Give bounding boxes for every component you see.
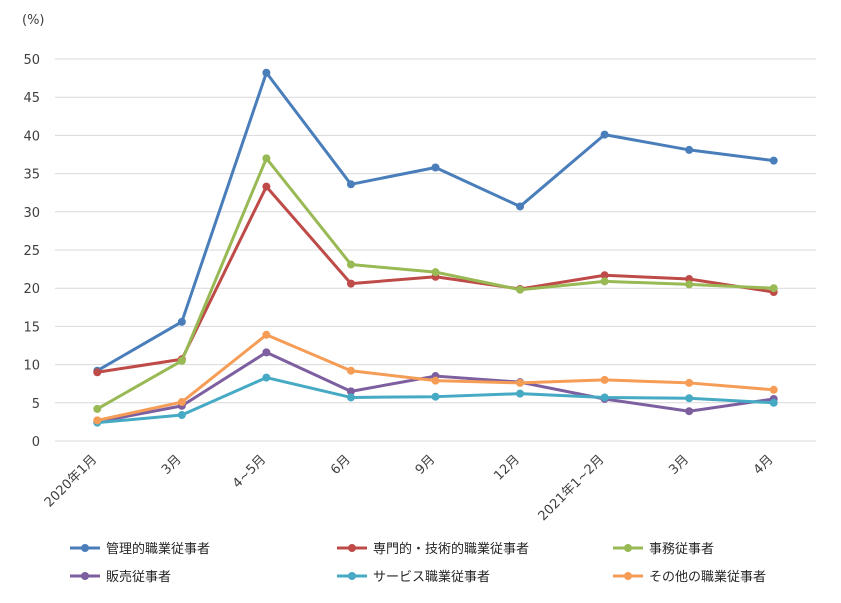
data-point [769,385,778,394]
legend-label: サービス職業従事者 [373,569,490,585]
data-point [600,130,609,139]
data-point [600,393,609,402]
data-point [685,280,694,289]
legend-item: 販売従事者 [70,569,171,585]
data-point [93,368,102,377]
series-3 [93,348,778,426]
data-point [346,260,355,269]
legend-dot-marker [81,572,89,580]
y-tick-label: 40 [23,129,40,144]
legend-item: 事務従事者 [613,542,714,557]
legend-label: 専門的・技術的職業従事者 [373,541,529,557]
data-point [600,271,609,280]
x-tick-label: 12月 [491,452,522,483]
data-point [431,376,440,385]
data-point [346,393,355,402]
data-point [516,285,525,294]
data-point [177,411,186,420]
y-tick-label: 10 [23,359,40,374]
legend-item: サービス職業従事者 [337,569,490,585]
data-point [685,378,694,387]
y-axis-unit-label: (%) [22,13,45,28]
y-tick-label: 50 [23,53,40,68]
legend-item: その他の職業従事者 [613,569,766,585]
data-point [769,156,778,165]
data-point [685,407,694,416]
legend-dot-marker [624,572,632,580]
series-4 [93,373,778,427]
data-point [262,154,271,163]
data-point [262,348,271,357]
legend-label: 販売従事者 [106,569,171,585]
x-tick-label: 6月 [328,452,354,478]
series-2 [93,154,778,413]
legend-dot-marker [348,572,356,580]
y-tick-label: 15 [23,320,40,335]
y-tick-label: 30 [23,206,40,221]
data-point [262,182,271,191]
x-tick-label: 3月 [666,452,692,478]
x-tick-label: 4月 [751,452,777,478]
y-tick-label: 45 [23,91,40,106]
x-tick-label: 4~5月 [230,452,269,491]
data-point [346,366,355,375]
data-point [769,284,778,293]
y-tick-label: 5 [32,397,40,412]
data-point [516,202,525,211]
data-point [262,373,271,382]
y-tick-label: 35 [23,168,40,183]
legend-dot-marker [624,544,632,552]
data-point [93,404,102,413]
series-5 [93,330,778,425]
legend-label: 管理的職業従事者 [106,541,210,557]
data-point [431,392,440,401]
data-point [685,145,694,154]
data-point [600,375,609,384]
legend-dot-marker [348,544,356,552]
legend-item: 専門的・技術的職業従事者 [337,541,529,557]
data-point [516,389,525,398]
data-point [685,394,694,403]
legend-dot-marker [81,544,89,552]
data-point [93,416,102,425]
y-axis-ticks: 0 5 10 15 20 25 30 35 40 45 50 [23,53,40,450]
x-axis-ticks: 2020年1月 3月 4~5月 6月 9月 12月 2021年1~2月 3月 4月 [42,452,777,524]
data-point [516,378,525,387]
y-tick-label: 0 [32,435,40,450]
legend-label: その他の職業従事者 [649,569,766,585]
y-tick-label: 20 [23,282,40,297]
x-tick-label: 2021年1~2月 [536,452,608,524]
data-point [177,356,186,365]
data-point [177,398,186,407]
data-point [431,163,440,172]
y-tick-label: 25 [23,244,40,259]
data-point [262,68,271,77]
data-point [346,279,355,288]
x-tick-label: 2020年1月 [42,452,100,510]
data-point [262,330,271,339]
x-tick-label: 3月 [159,452,185,478]
data-point [346,387,355,396]
data-point [769,398,778,407]
legend-label: 事務従事者 [649,542,714,557]
data-point [600,277,609,286]
series-line [95,156,776,411]
data-point [346,180,355,189]
data-point [177,317,186,326]
series-lines [93,68,778,427]
x-tick-label: 9月 [413,452,439,478]
legend-item: 管理的職業従事者 [70,541,210,557]
data-point [431,268,440,277]
